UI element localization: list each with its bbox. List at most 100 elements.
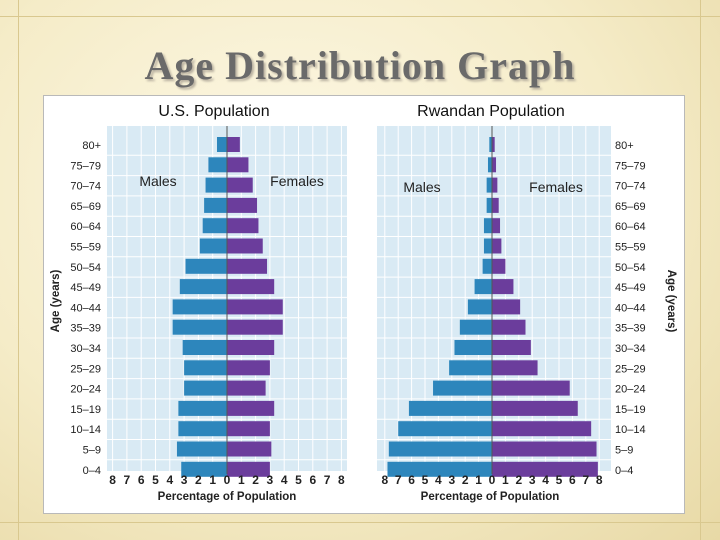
female-bar-rw (492, 360, 538, 376)
male-bar-us (172, 319, 227, 335)
x-tick-label-us: 6 (309, 473, 316, 487)
female-bar-rw (492, 218, 501, 234)
x-tick-label-us: 4 (281, 473, 288, 487)
x-tick-label-rw: 2 (515, 473, 522, 487)
age-label-us: 0–4 (83, 465, 101, 477)
female-bar-rw (492, 400, 578, 416)
female-bar-us (227, 441, 272, 457)
male-bar-us (202, 218, 227, 234)
frame-bottom-line (0, 522, 720, 523)
pyramid-us: U.S. Population80+75–7970–7465–6960–6455… (50, 103, 347, 503)
male-bar-us (199, 238, 227, 254)
y-axis-title-us: Age (years) (50, 270, 62, 333)
x-tick-label-us: 8 (338, 473, 345, 487)
female-bar-rw (492, 340, 531, 355)
frame-left-line (18, 0, 19, 540)
female-bar-us (227, 299, 283, 315)
female-bar-rw (492, 177, 498, 193)
age-label-rw: 15–19 (615, 404, 646, 416)
male-bar-us (176, 441, 227, 457)
females-label-rw: Females (529, 179, 583, 195)
chart-title-us: U.S. Population (158, 103, 269, 120)
female-bar-us (227, 421, 270, 437)
slide-title: Age Distribution Graph (144, 43, 576, 88)
females-label-us: Females (270, 173, 324, 189)
female-bar-rw (492, 441, 597, 457)
female-bar-rw (492, 157, 497, 173)
age-label-rw: 50–54 (615, 262, 646, 274)
female-bar-rw (492, 137, 495, 152)
age-label-us: 80+ (82, 140, 101, 152)
male-bar-rw (398, 421, 492, 437)
x-tick-label-rw: 1 (475, 473, 482, 487)
x-tick-label-rw: 8 (381, 473, 388, 487)
age-label-us: 75–79 (70, 160, 101, 172)
x-tick-label-us: 6 (138, 473, 145, 487)
x-axis-title-us: Percentage of Population (158, 491, 297, 503)
x-tick-label-us: 2 (252, 473, 259, 487)
male-bar-rw (459, 319, 492, 335)
female-bar-rw (492, 421, 592, 437)
female-bar-rw (492, 461, 598, 477)
female-bar-rw (492, 299, 521, 315)
male-bar-rw (387, 461, 492, 477)
x-tick-label-us: 5 (295, 473, 302, 487)
female-bar-us (227, 400, 275, 416)
x-tick-label-us: 1 (238, 473, 245, 487)
x-tick-label-us: 3 (181, 473, 188, 487)
male-bar-us (172, 299, 227, 315)
male-bar-rw (408, 400, 492, 416)
population-pyramids-figure: U.S. Population 80+ 75–79 70–74 65–69 60–64 55… (43, 95, 685, 514)
x-tick-label-us: 8 (109, 473, 116, 487)
male-bar-rw (489, 137, 492, 152)
chart-title-rw: Rwandan Population (417, 103, 565, 120)
female-bar-us (227, 340, 275, 355)
age-label-us: 5–9 (83, 445, 101, 457)
x-axis-title-rw: Percentage of Population (421, 491, 560, 503)
x-tick-label-rw: 5 (556, 473, 563, 487)
male-bar-us (185, 258, 227, 274)
age-label-rw: 10–14 (615, 424, 646, 436)
x-tick-label-rw: 4 (542, 473, 549, 487)
frame-top-line (0, 16, 720, 17)
male-bar-rw (486, 177, 492, 193)
male-bar-us (178, 400, 227, 416)
age-label-rw: 20–24 (615, 384, 646, 396)
males-label-rw: Males (403, 179, 440, 195)
female-bar-us (227, 238, 263, 254)
x-tick-label-us: 5 (152, 473, 159, 487)
male-bar-us (204, 197, 227, 213)
female-bar-rw (492, 258, 506, 274)
age-label-rw: 55–59 (615, 242, 646, 254)
age-label-rw: 70–74 (615, 181, 646, 193)
x-tick-label-rw: 6 (569, 473, 576, 487)
x-tick-label-us: 0 (224, 473, 231, 487)
age-label-us: 10–14 (70, 424, 101, 436)
female-bar-us (227, 197, 258, 213)
age-label-rw: 35–39 (615, 323, 646, 335)
x-tick-label-us: 2 (195, 473, 202, 487)
pyramid-rw: Rwandan Population 80+ 75–79 70–74 65–69 60–6… (377, 103, 677, 503)
age-label-rw: 65–69 (615, 201, 646, 213)
x-tick-label-us: 4 (166, 473, 173, 487)
male-bar-rw (483, 238, 492, 254)
age-label-us: 30–34 (70, 343, 101, 355)
female-bar-us (227, 258, 268, 274)
male-bar-rw (433, 380, 492, 396)
age-label-us: 65–69 (70, 201, 101, 213)
male-bar-us (184, 380, 227, 396)
age-label-us: 15–19 (70, 404, 101, 416)
female-bar-rw (492, 238, 502, 254)
x-tick-label-rw: 1 (502, 473, 509, 487)
age-label-us: 70–74 (70, 181, 101, 193)
male-bar-us (208, 157, 227, 173)
male-bar-rw (449, 360, 492, 376)
x-tick-label-rw: 3 (448, 473, 455, 487)
male-bar-rw (474, 279, 492, 295)
x-tick-label-us: 7 (324, 473, 331, 487)
x-tick-label-rw: 2 (462, 473, 469, 487)
male-bar-rw (486, 197, 492, 213)
age-label-rw: 60–64 (615, 221, 646, 233)
male-bar-us (216, 137, 227, 152)
female-bar-rw (492, 197, 499, 213)
